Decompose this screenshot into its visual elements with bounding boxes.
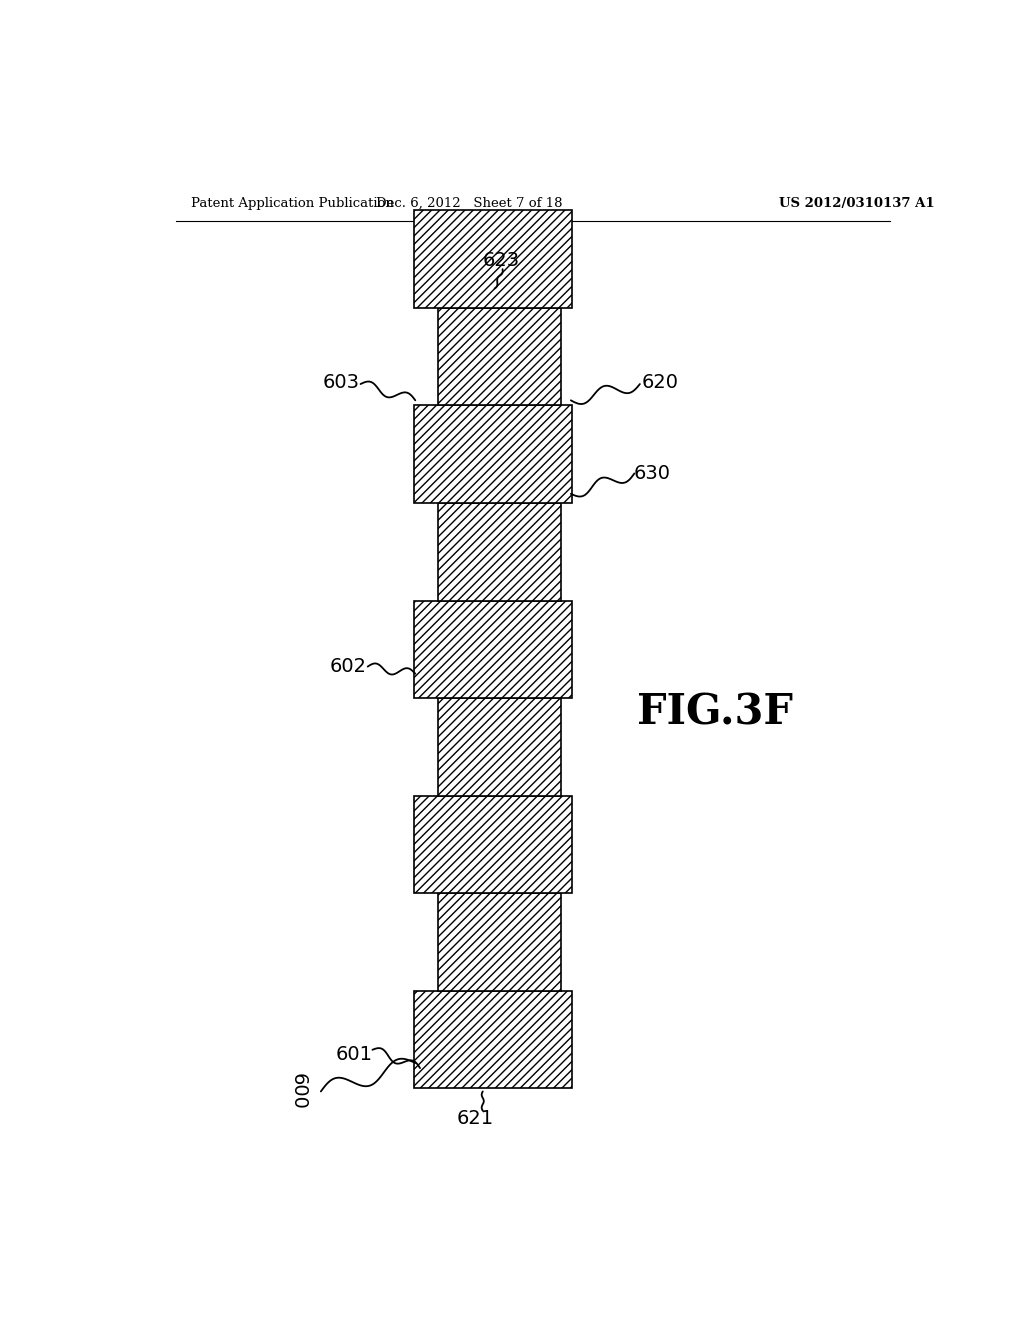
Bar — [414, 796, 572, 894]
Bar — [437, 308, 560, 405]
Text: Dec. 6, 2012   Sheet 7 of 18: Dec. 6, 2012 Sheet 7 of 18 — [376, 197, 562, 210]
Bar — [414, 405, 572, 503]
Bar — [437, 698, 560, 796]
Text: 600: 600 — [289, 1073, 308, 1110]
Text: 630: 630 — [633, 465, 671, 483]
Bar — [437, 894, 560, 991]
Bar — [414, 210, 572, 308]
Text: FIG.3F: FIG.3F — [637, 692, 794, 734]
Bar — [437, 503, 560, 601]
Text: US 2012/0310137 A1: US 2012/0310137 A1 — [778, 197, 934, 210]
Text: 601: 601 — [336, 1045, 373, 1064]
Text: 603: 603 — [323, 372, 359, 392]
Bar — [414, 601, 572, 698]
Text: 602: 602 — [330, 657, 368, 676]
Bar — [414, 991, 572, 1089]
Text: 623: 623 — [482, 251, 519, 269]
Text: Patent Application Publication: Patent Application Publication — [191, 197, 394, 210]
Text: 621: 621 — [457, 1109, 495, 1129]
Text: 620: 620 — [641, 372, 678, 392]
